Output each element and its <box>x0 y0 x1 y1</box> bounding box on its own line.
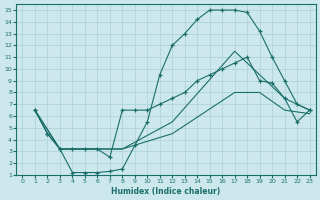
X-axis label: Humidex (Indice chaleur): Humidex (Indice chaleur) <box>111 187 221 196</box>
